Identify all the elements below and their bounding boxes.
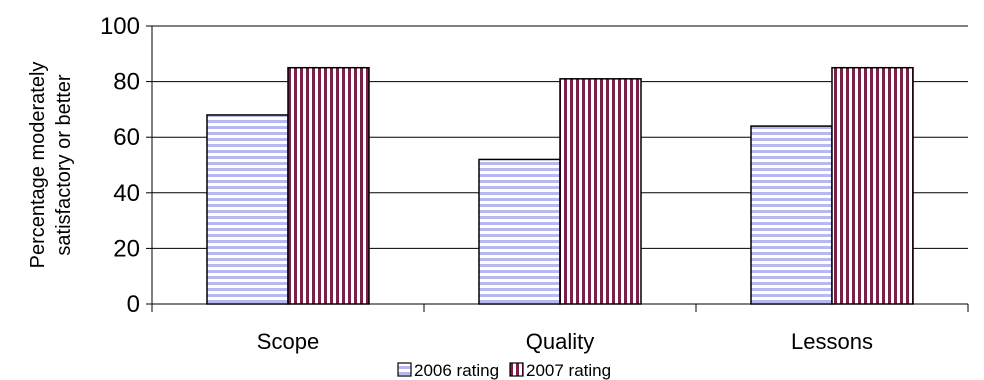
bar-2006-lessons [750, 125, 833, 305]
y-axis-title-line-2: satisfactory or better [53, 74, 75, 256]
y-axis-title: Percentage moderately satisfactory or be… [27, 62, 75, 269]
y-axis-ticks: 0 20 40 60 80 100 [100, 13, 152, 318]
bars [206, 66, 914, 305]
bar-2007-scope [287, 66, 370, 305]
legend-label-2006: 2006 rating [414, 361, 499, 380]
legend-swatch-2007 [509, 362, 524, 377]
bar-2006-quality [478, 158, 561, 305]
y-tick-label: 40 [113, 180, 140, 207]
axes [151, 26, 969, 312]
bar-2006-scope [206, 114, 289, 305]
bar-2007-lessons [831, 66, 914, 305]
x-axis-labels: Scope Quality Lessons [257, 329, 873, 354]
legend-label-2007: 2007 rating [526, 361, 611, 380]
y-tick-label: 20 [113, 235, 140, 262]
y-tick-label: 100 [100, 13, 140, 40]
x-tick-label: Lessons [791, 329, 873, 354]
legend-swatch-2006 [397, 362, 412, 377]
bar-2007-quality [559, 78, 642, 305]
x-tick-label: Scope [257, 329, 319, 354]
legend: 2006 rating 2007 rating [397, 361, 611, 380]
y-tick-label: 0 [127, 291, 140, 318]
x-tick-label: Quality [526, 329, 594, 354]
y-axis-title-line-1: Percentage moderately [27, 62, 49, 269]
y-tick-label: 60 [113, 124, 140, 151]
y-tick-label: 80 [113, 69, 140, 96]
